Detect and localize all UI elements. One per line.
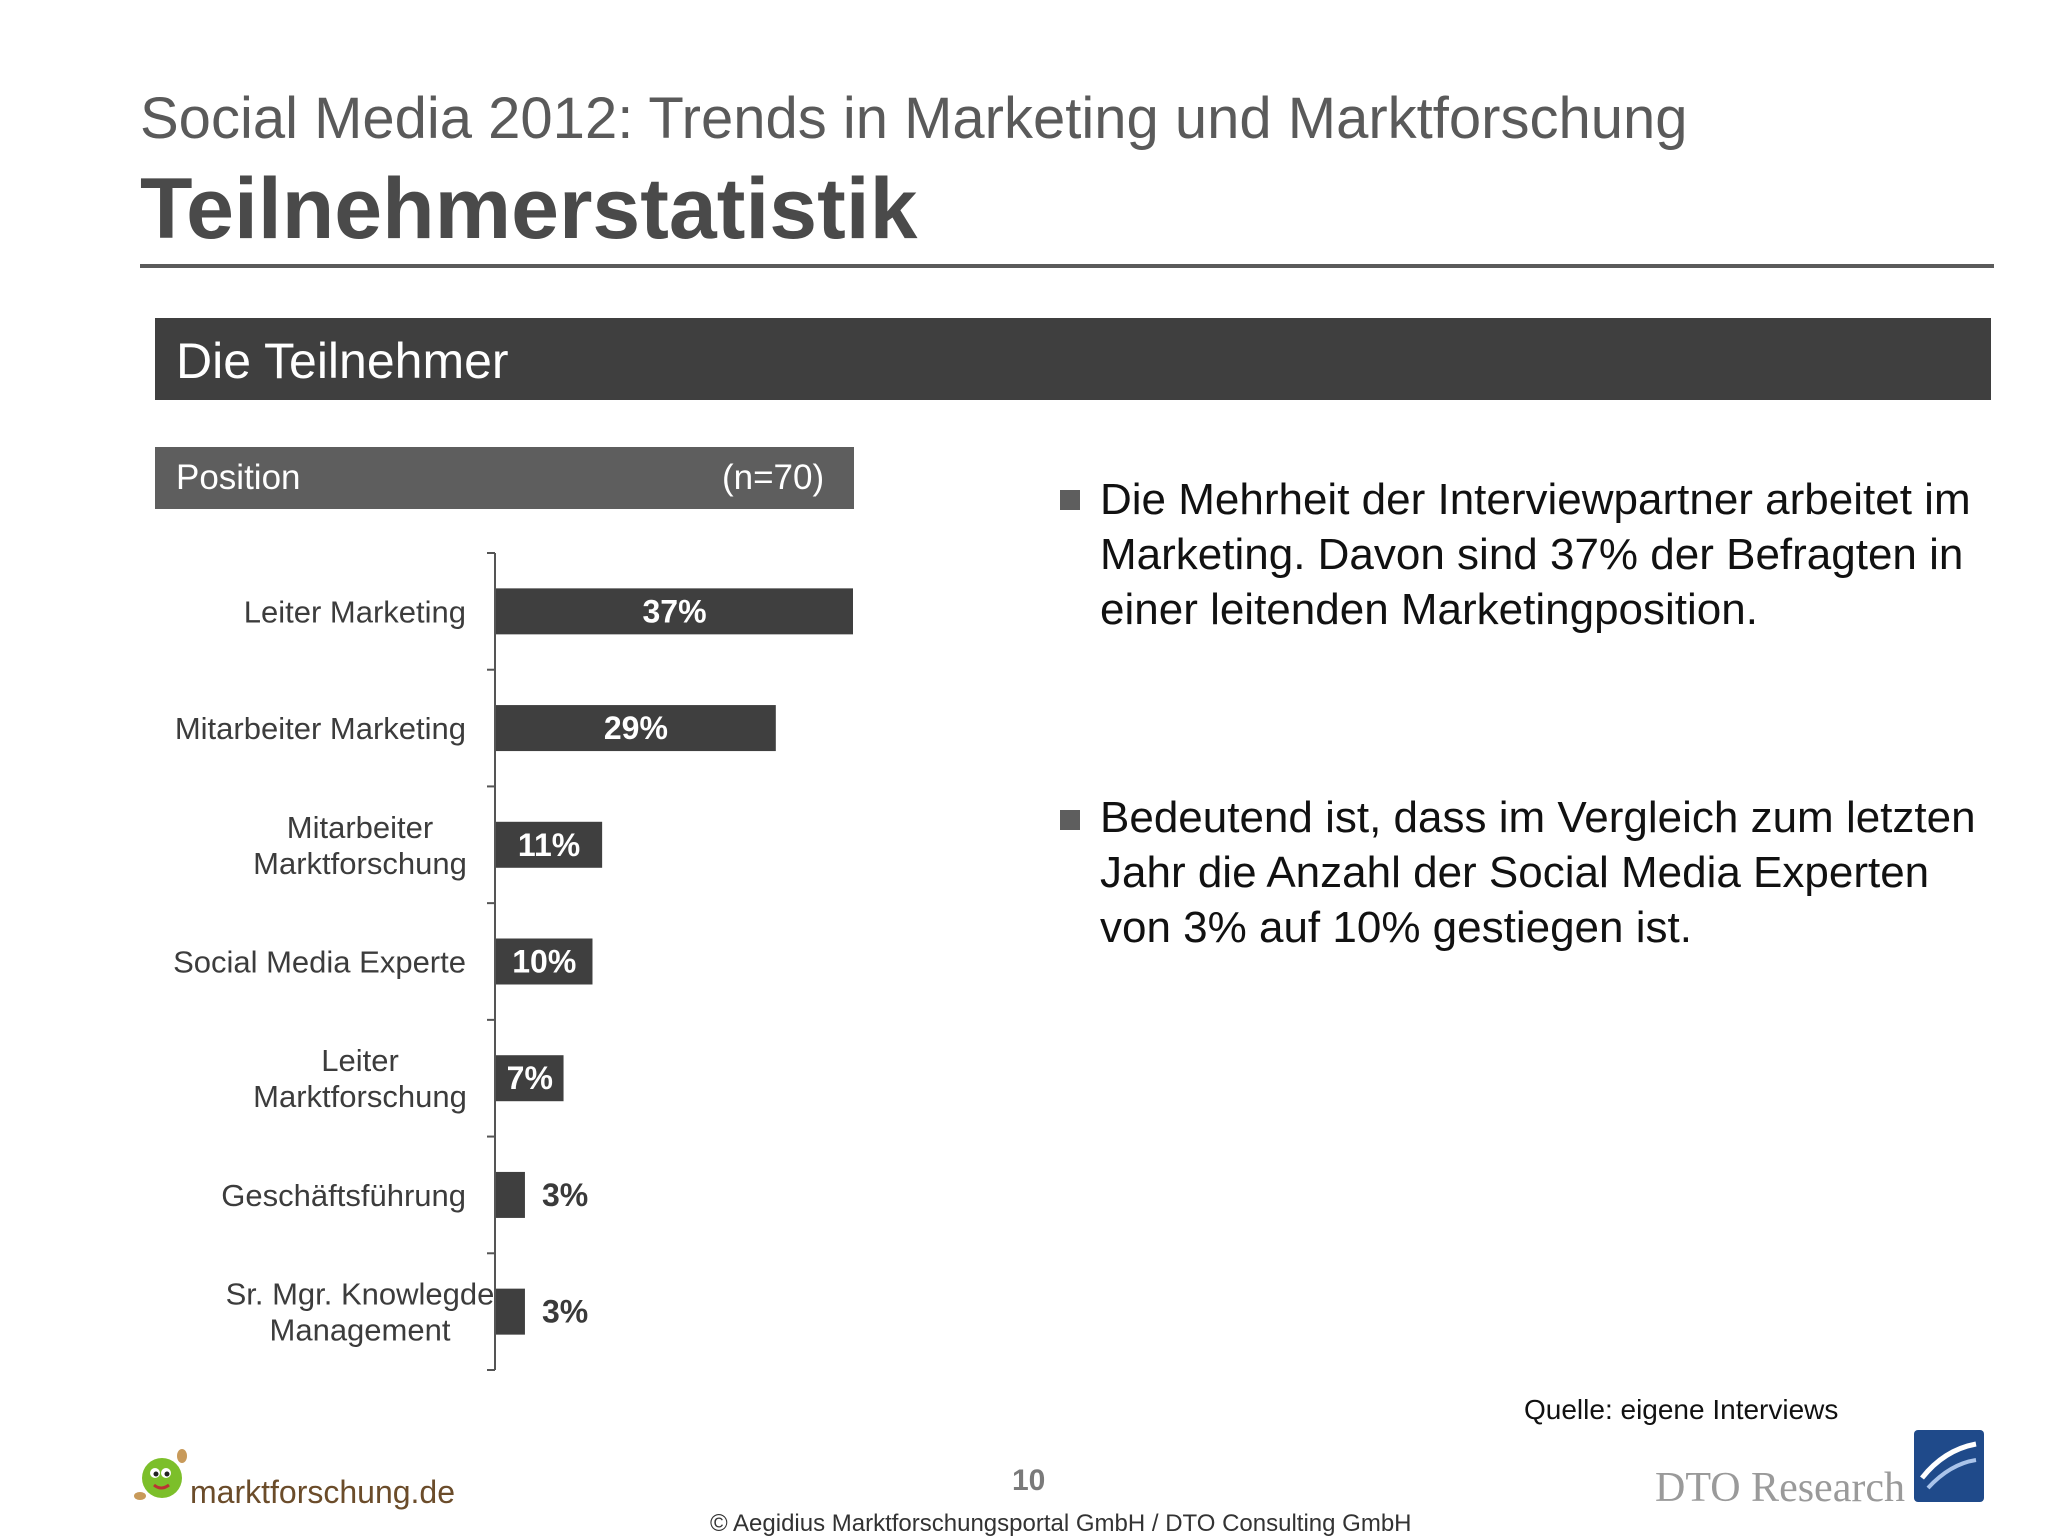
chart-header-bar bbox=[155, 447, 854, 509]
bullet-text-2: Bedeutend ist, dass im Vergleich zum let… bbox=[1100, 793, 1976, 952]
chart-value-label: 3% bbox=[542, 1294, 588, 1330]
chart-value-label: 11% bbox=[518, 827, 580, 863]
dto-logo-icon bbox=[1914, 1430, 1984, 1502]
bullet-square-icon bbox=[1060, 490, 1080, 510]
chart-category-label: Mitarbeiter Marketing bbox=[175, 711, 466, 746]
source-note: Quelle: eigene Interviews bbox=[1524, 1394, 1839, 1425]
chart-bar bbox=[496, 938, 593, 985]
chart-category-label: Geschäftsführung bbox=[221, 1178, 466, 1213]
chart-bar bbox=[496, 1171, 525, 1218]
marktforschung-logo-text: marktforschung.de bbox=[190, 1474, 456, 1510]
chart-bar bbox=[496, 1288, 525, 1335]
slide-title: Teilnehmerstatistik bbox=[140, 161, 918, 257]
chart-value-label: 7% bbox=[507, 1060, 553, 1096]
chart-sample-size: (n=70) bbox=[722, 458, 825, 497]
chart-category-label: Marktforschung bbox=[253, 846, 467, 881]
chart-value-label: 29% bbox=[604, 710, 668, 746]
chart-value-label: 3% bbox=[542, 1177, 588, 1213]
chart-category-label: Leiter Marketing bbox=[244, 594, 466, 629]
chart-bar bbox=[496, 1055, 564, 1102]
chart-header-label: Position bbox=[176, 458, 301, 497]
chart-category-label: Social Media Experte bbox=[173, 945, 466, 980]
chart-category-label: Mitarbeiter bbox=[287, 810, 433, 845]
chart-category-label: Sr. Mgr. Knowlegde bbox=[226, 1277, 495, 1312]
slide-subtitle: Social Media 2012: Trends in Marketing u… bbox=[140, 86, 1688, 151]
page-number: 10 bbox=[1012, 1464, 1046, 1497]
chart-category-label: Management bbox=[270, 1313, 451, 1348]
chart-bar bbox=[496, 821, 603, 868]
section-header-bar bbox=[155, 318, 1991, 400]
copyright-text: © Aegidius Marktforschungsportal GmbH / … bbox=[710, 1510, 1412, 1537]
chart-value-label: 10% bbox=[512, 944, 576, 980]
chart-bar bbox=[496, 705, 776, 752]
title-divider bbox=[140, 264, 1994, 268]
bullet-text-1: Die Mehrheit der Interviewpartner arbeit… bbox=[1100, 475, 1971, 634]
dto-research-logo-text: DTO Research bbox=[1655, 1465, 1905, 1511]
chart-category-label: Leiter bbox=[321, 1043, 399, 1078]
marktforschung-logo-icon bbox=[130, 1448, 190, 1508]
chart-bar bbox=[496, 588, 853, 635]
chart-value-label: 37% bbox=[642, 593, 706, 629]
section-title: Die Teilnehmer bbox=[176, 333, 509, 389]
bullet-square-icon bbox=[1060, 810, 1080, 830]
chart-category-label: Marktforschung bbox=[253, 1079, 467, 1114]
